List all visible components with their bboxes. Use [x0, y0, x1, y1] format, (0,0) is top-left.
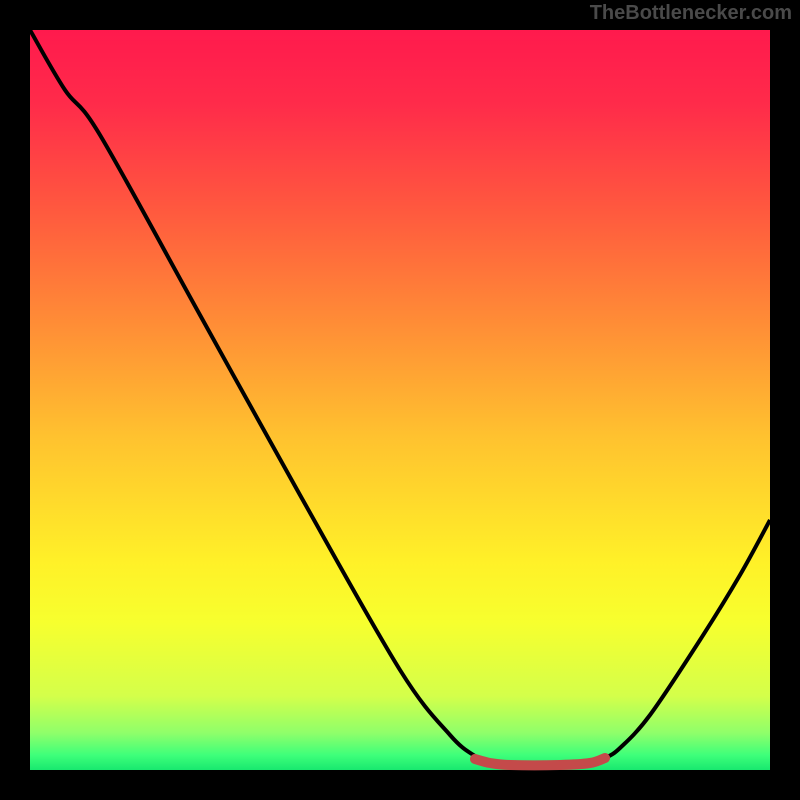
chart-container: TheBottlenecker.com	[0, 0, 800, 800]
plot-background	[30, 30, 770, 770]
watermark-text: TheBottlenecker.com	[590, 2, 792, 25]
bottleneck-chart	[0, 0, 800, 800]
